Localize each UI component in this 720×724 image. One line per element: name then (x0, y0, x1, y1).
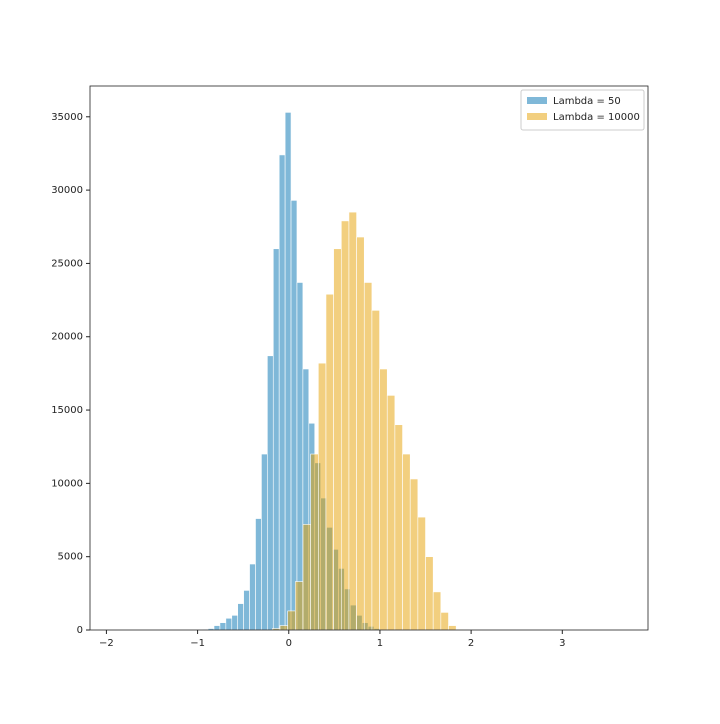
histogram-bar (219, 622, 227, 631)
histogram-bar (340, 220, 350, 631)
histogram-bar (318, 362, 327, 631)
histogram-bar (379, 368, 388, 631)
histogram-bar (363, 282, 373, 631)
histogram-bar (225, 617, 233, 631)
y-tick-label: 20000 (51, 332, 83, 343)
x-tick-label: 3 (559, 638, 565, 649)
histogram-bar (448, 625, 457, 631)
histogram-bar (371, 310, 380, 631)
y-tick-label: 15000 (51, 405, 83, 416)
histogram-bar (296, 282, 304, 631)
x-tick-label: 2 (468, 638, 474, 649)
histogram-bar (325, 293, 334, 631)
legend-label: Lambda = 50 (553, 96, 621, 107)
histogram-bar (348, 211, 357, 631)
histogram-bar (425, 556, 434, 631)
histogram-bar (310, 453, 319, 631)
histogram-bar (386, 395, 396, 631)
histogram-bar (432, 591, 442, 631)
y-tick-label: 10000 (51, 478, 83, 489)
legend-swatch (527, 97, 547, 104)
legend-box (520, 89, 645, 131)
histogram-bar (302, 524, 311, 631)
histogram-bar (417, 516, 426, 631)
histogram-bar (249, 563, 256, 631)
histogram-bar (333, 248, 342, 631)
x-tick-label: −2 (99, 638, 114, 649)
histogram-bar (213, 625, 221, 631)
histogram-bar (237, 603, 244, 631)
histogram-bar (356, 236, 365, 631)
x-tick-label: 0 (286, 638, 292, 649)
histogram-bar (290, 200, 298, 631)
histogram-bar (231, 615, 239, 631)
histogram-bar (402, 453, 411, 631)
histogram-bar (243, 590, 250, 631)
histogram-bar (295, 581, 304, 631)
histogram-bar (261, 453, 268, 631)
histogram-bar (255, 518, 262, 631)
legend-label: Lambda = 10000 (553, 112, 640, 123)
y-tick-label: 0 (77, 625, 83, 636)
legend-swatch (527, 113, 547, 120)
histogram-bar (284, 112, 292, 631)
histogram-bar (440, 612, 449, 631)
histogram-bar (287, 610, 296, 631)
y-tick-label: 30000 (51, 185, 83, 196)
x-tick-label: −1 (190, 638, 205, 649)
histogram-bar (394, 424, 403, 631)
histogram-bar (272, 248, 280, 631)
y-tick-label: 35000 (51, 112, 83, 123)
histogram-bar (267, 355, 274, 631)
x-tick-label: 1 (377, 638, 383, 649)
y-tick-label: 25000 (51, 258, 83, 269)
histogram-bar (279, 625, 288, 631)
y-tick-label: 5000 (58, 552, 83, 563)
histogram-bar (278, 154, 286, 631)
histogram-bar (409, 478, 419, 631)
plot-frame (89, 85, 649, 631)
